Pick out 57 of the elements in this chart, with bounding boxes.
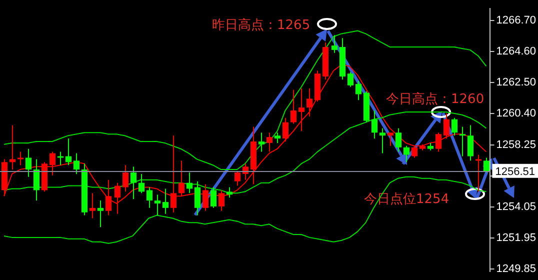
candlestick [298,88,304,132]
candlestick [348,72,354,88]
candlestick [154,194,160,216]
candlestick [452,117,458,136]
candlestick [266,132,272,152]
candlestick [58,151,64,166]
y-tick-label: 1264.60 [496,45,536,58]
candlestick [258,132,264,152]
candlestick [138,173,144,194]
candlestick [388,132,394,146]
y-tick-label: 1266.70 [496,14,536,26]
candlestick [290,89,296,124]
candlestick [50,151,56,176]
candlestick [274,132,280,144]
candlestick [282,117,288,142]
candlestick [162,188,168,214]
ref-line-label: 1256.51 [495,166,536,178]
candlestick [396,128,402,152]
y-tick-label: 1262.50 [496,76,536,88]
candlestick [372,110,378,140]
candlestick [412,145,418,158]
y-tick-label: 1251.95 [496,232,536,244]
candlestick [306,88,312,117]
candlestick [90,192,96,219]
candlestick [460,126,466,157]
candlestick [10,124,16,170]
candlestick [194,180,200,216]
candlestick [210,186,216,208]
candlestick [74,152,80,174]
candlestick [122,164,128,192]
candlestick [26,148,32,178]
candlestick [380,128,386,154]
annotation: 今日点位1254 [364,191,450,208]
annotation: 昨日高点：1265 [212,17,310,34]
candlestick [444,112,450,140]
candlestick [226,186,232,198]
candlestick [484,157,490,173]
candlestick [436,132,442,152]
candlestick [178,160,184,197]
y-tick-label: 1258.25 [496,139,536,152]
y-tick-label: 1249.85 [496,263,536,276]
candlestick [234,170,240,186]
candlestick [66,138,72,166]
candlestick [18,151,24,166]
candlestick [404,145,410,163]
annotation: 今日高点：1260 [386,91,484,108]
y-tick-label: 1260.40 [496,107,536,120]
candlestick [476,154,482,192]
candlestick [130,166,136,200]
candlestick [186,172,192,194]
candlestick [98,200,104,228]
candlestick [468,124,474,162]
candlestick [34,158,40,202]
candlestick [146,186,152,208]
candlestick [332,34,338,54]
candlestick [356,80,362,101]
y-tick-label: 1254.05 [496,201,536,214]
